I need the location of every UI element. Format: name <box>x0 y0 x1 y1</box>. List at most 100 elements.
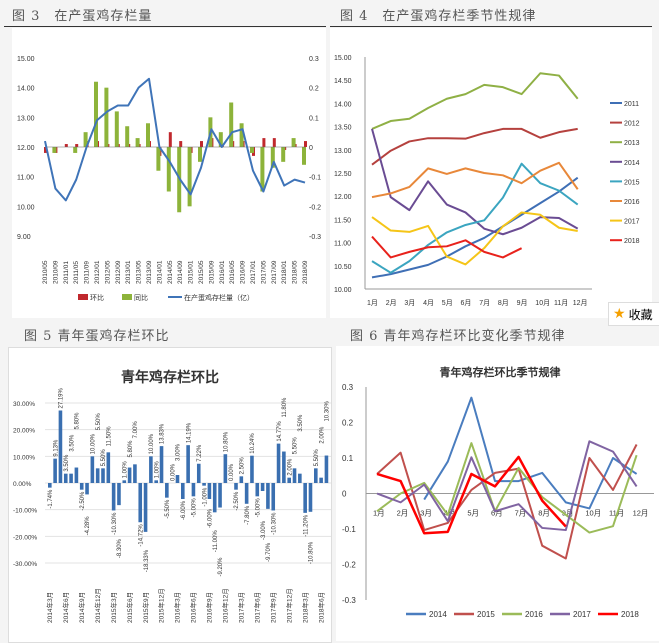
data-label: 0.00% <box>170 463 176 481</box>
x-tick: 2017/05 <box>260 260 267 284</box>
chart-fig6: 青年鸡存栏环比季节规律 -0.3 -0.2 -0.1 0 0.1 0.2 0.3 1月 2月 3月 4… <box>336 346 659 641</box>
line-2015 <box>371 162 579 274</box>
chart-fig3: 9.00 10.00 11.00 12.00 13.00 14.00 15.00 -0.3 -0… <box>12 28 326 318</box>
bar-mom <box>75 144 79 147</box>
legend-label: 在产蛋鸡存栏量（亿） <box>184 293 254 302</box>
data-label: 3.00% <box>176 443 182 461</box>
data-label: -5.00% <box>255 498 261 518</box>
bar-yoy <box>125 126 130 147</box>
data-label: 14.77% <box>277 421 283 442</box>
x-tick: 2011/09 <box>84 261 91 284</box>
bar-yoy <box>281 147 286 162</box>
y-tick: 10.00 <box>334 287 352 294</box>
bar-yoy <box>229 102 234 147</box>
bar-yoy <box>146 123 150 147</box>
x-tick: 9月 <box>562 509 574 518</box>
x-tick: 2014年6月 <box>61 592 70 623</box>
y-tick: 0 <box>342 490 347 499</box>
bar <box>154 480 158 483</box>
bar <box>138 483 143 523</box>
x-tick: 2015年12月 <box>157 588 166 623</box>
data-label: 5.50% <box>96 413 102 431</box>
legend-label: 2015 <box>477 610 495 619</box>
bar <box>63 473 68 483</box>
bar-yoy <box>218 132 223 147</box>
line-2017 <box>376 440 638 532</box>
data-label: -9.20% <box>218 557 224 577</box>
data-label: 2.50% <box>240 457 246 475</box>
data-label: 5.50% <box>314 449 320 467</box>
bar-mom <box>262 138 266 147</box>
bar-mom <box>168 132 172 147</box>
legend-label: 环比 <box>90 293 104 302</box>
data-label: -9.70% <box>266 542 272 562</box>
bar-yoy <box>73 147 78 153</box>
data-label: -1.74% <box>48 489 54 509</box>
bar <box>159 446 164 483</box>
y-tick: -20.00% <box>13 534 37 541</box>
legend-label: 2016 <box>624 199 640 206</box>
x-tick: 2011/01 <box>63 261 70 284</box>
y-tick-right: 0.1 <box>309 115 319 122</box>
y-tick-left: 13.00 <box>17 115 35 122</box>
bar <box>101 468 105 483</box>
bar <box>117 483 121 506</box>
y-tick: 0.2 <box>342 419 354 428</box>
data-label: -11.00% <box>213 530 219 553</box>
bar <box>111 483 116 511</box>
y-tick: 10.50 <box>334 264 352 271</box>
chart-title: 青年鸡存栏环比 <box>121 369 219 385</box>
x-tick: 4月 <box>423 299 434 307</box>
x-tick: 2014/05 <box>167 260 174 284</box>
bar-yoy <box>94 81 98 147</box>
x-tick: 2014/01 <box>156 260 163 284</box>
x-tick: 2016年12月 <box>221 588 230 623</box>
bar <box>143 483 148 532</box>
bar <box>74 467 79 483</box>
x-tick: 2017年12月 <box>284 588 293 623</box>
data-label: 2.00% <box>319 426 325 444</box>
y-tick-right: -0.3 <box>309 234 321 241</box>
bar <box>79 483 84 490</box>
y-tick: 11.50 <box>334 217 351 224</box>
x-tick: 2015/09 <box>208 260 215 284</box>
data-label: 3.50% <box>69 434 75 452</box>
data-label: 3.50% <box>298 414 304 432</box>
x-tick: 2015年3月 <box>109 592 118 623</box>
data-label: 7.00% <box>133 421 139 439</box>
bar-yoy <box>250 147 254 153</box>
legend-label: 2011 <box>624 101 639 108</box>
data-label: -10.80% <box>309 541 315 564</box>
bar <box>324 455 329 483</box>
x-tick: 2014年9月 <box>77 592 86 623</box>
bar-yoy <box>52 147 57 153</box>
data-label: 10.24% <box>250 433 256 454</box>
y-tick-left: 11.00 <box>17 175 34 182</box>
data-label: -10.30% <box>271 512 277 535</box>
x-tick: 2016年6月 <box>189 592 198 623</box>
x-tick: 11月 <box>554 299 568 307</box>
x-tick: 2016/05 <box>229 260 236 284</box>
data-label: -10.30% <box>112 512 118 535</box>
x-tick: 2018年6月 <box>316 592 325 623</box>
bar <box>260 483 265 491</box>
fig5-caption: 图 5 青年蛋鸡存栏环比 <box>24 329 170 344</box>
bar <box>303 483 307 513</box>
bar <box>133 464 137 483</box>
bar <box>223 454 228 483</box>
chart-fig5: 青年鸡存栏环比 -30.00% -20.00% -10.00% 0.00% 10.00% 2… <box>8 347 332 643</box>
x-tick: 1月 <box>373 509 385 518</box>
bar <box>191 483 196 497</box>
x-tick: 9月 <box>517 299 528 307</box>
bar <box>186 445 190 483</box>
bar-mom <box>200 141 203 147</box>
x-tick: 5月 <box>467 509 479 518</box>
x-tick: 2013/01 <box>125 260 132 284</box>
x-tick: 2018/09 <box>302 260 309 284</box>
favorite-button[interactable]: ★ 收藏 <box>608 302 659 326</box>
y-tick: 13.00 <box>334 148 352 155</box>
line-2013 <box>371 72 579 130</box>
bar <box>319 477 323 483</box>
bar <box>202 483 206 486</box>
data-label: 14.19% <box>186 422 192 443</box>
